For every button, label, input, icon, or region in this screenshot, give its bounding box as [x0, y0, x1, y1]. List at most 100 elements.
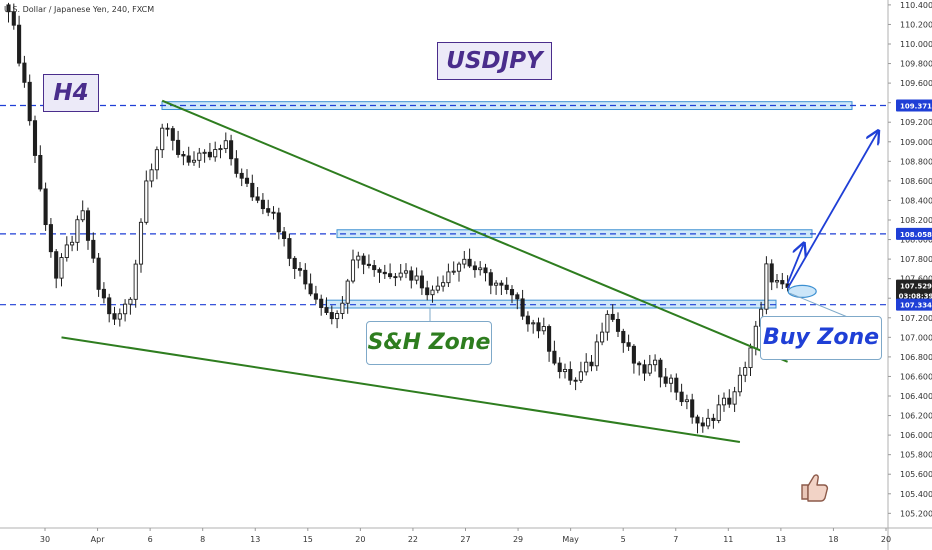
y-tick-label: 107.600: [900, 275, 932, 284]
candle-body: [504, 284, 509, 290]
x-tick-label: 13: [250, 535, 260, 544]
y-tick-label: 110.400: [900, 1, 932, 10]
y-tick-label: 108.000: [900, 236, 932, 245]
trendline: [161, 99, 788, 363]
candle-body: [356, 255, 361, 261]
y-tick-label: 108.400: [900, 196, 932, 205]
candle-body: [91, 239, 96, 259]
candle-body: [207, 151, 212, 158]
y-tick-label: 105.800: [900, 451, 932, 460]
candle-body: [732, 391, 737, 405]
candle-body: [176, 139, 181, 155]
candle-body: [101, 288, 106, 299]
candle-body: [229, 140, 234, 160]
candle-body: [462, 258, 467, 265]
candle-body: [398, 272, 403, 278]
candle-body: [716, 404, 721, 421]
candle-body: [335, 313, 340, 320]
price-badge-label: 107.529: [900, 283, 932, 291]
candle-body: [467, 258, 472, 267]
candle-body: [547, 326, 552, 352]
candle-body: [282, 231, 287, 239]
candle-body: [695, 416, 700, 424]
candle-body: [128, 298, 133, 305]
candle-body: [165, 127, 170, 130]
candle-body: [494, 282, 499, 286]
projection-arrow: [786, 244, 804, 284]
candle-body: [64, 244, 69, 258]
candle-body: [244, 177, 250, 184]
candle-body: [446, 271, 451, 284]
candle-body: [578, 371, 583, 381]
candle-body: [117, 313, 122, 320]
time-axis[interactable]: 30 Apr 6 8 13 15 20 22 27 29 May 5 7 11 13 18 20: [0, 527, 932, 544]
y-tick-label: 106.600: [900, 372, 932, 381]
candle-body: [250, 182, 255, 198]
y-tick-label: 107.000: [900, 333, 932, 342]
candle-body: [520, 298, 525, 317]
x-tick-label: 15: [303, 535, 313, 544]
candle-body: [711, 417, 716, 421]
y-tick-label: 110.200: [900, 20, 932, 29]
candle-body: [223, 140, 228, 150]
candle-body: [499, 282, 504, 286]
candle-body: [653, 359, 658, 366]
price-badge: [896, 298, 932, 311]
candle-body: [366, 263, 371, 266]
candle-body: [589, 361, 594, 367]
candle-body: [631, 345, 636, 364]
candle-body: [340, 302, 345, 314]
candle-body: [562, 368, 568, 373]
y-tick-label: 106.800: [900, 353, 932, 362]
candle-body: [737, 374, 742, 393]
trendlines: [61, 99, 788, 443]
price-badge: [896, 279, 932, 292]
candle-body: [186, 155, 191, 163]
x-tick-label: 8: [200, 535, 205, 544]
candle-body: [197, 152, 202, 161]
candle-body: [80, 210, 85, 221]
candle-body: [743, 367, 748, 376]
projection-arrow: [786, 132, 878, 289]
price-badge-label: 03:08:39: [899, 292, 932, 300]
symbol-title: U.S. Dollar / Japanese Yen, 240, FXCM: [4, 5, 154, 14]
y-tick-label: 107.200: [900, 314, 932, 323]
price-badge: [896, 227, 932, 240]
candle-body: [22, 62, 27, 83]
price-badge: [896, 99, 932, 112]
candles: [6, 2, 790, 434]
candle-body: [509, 289, 515, 296]
candle-body: [536, 322, 541, 332]
candle-body: [557, 362, 562, 373]
candle-body: [626, 342, 631, 347]
y-tick-label: 108.600: [900, 177, 932, 186]
candle-body: [456, 263, 462, 272]
candle-body: [38, 155, 43, 190]
y-tick-label: 109.800: [900, 60, 932, 69]
candle-body: [308, 283, 313, 295]
candle-body: [727, 397, 732, 405]
buy-zone-connector: [789, 292, 851, 319]
candle-body: [780, 280, 785, 285]
candle-body: [658, 359, 663, 378]
price-axis[interactable]: 105.200 105.400 105.600 105.800 106.000 106.2…: [887, 0, 932, 550]
candle-body: [663, 376, 668, 384]
candle-body: [43, 188, 48, 226]
candle-body: [774, 280, 780, 283]
candle-body: [610, 313, 615, 320]
candle-body: [425, 287, 430, 296]
candle-body: [260, 199, 265, 210]
y-tick-label: 106.200: [900, 412, 932, 421]
y-tick-label: 110.000: [900, 40, 932, 49]
price-badge-label: 107.334: [900, 302, 932, 310]
trendline: [61, 336, 741, 443]
candle-body: [170, 128, 175, 141]
price-badge: [896, 289, 932, 302]
x-tick-label: 18: [828, 535, 838, 544]
candle-body: [372, 265, 377, 271]
candle-body: [573, 379, 578, 382]
y-tick-label: 105.400: [900, 490, 932, 499]
x-tick-label: 22: [408, 535, 418, 544]
candle-body: [541, 326, 546, 332]
